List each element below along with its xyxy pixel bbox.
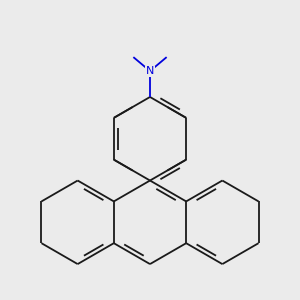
Text: N: N: [146, 66, 154, 76]
